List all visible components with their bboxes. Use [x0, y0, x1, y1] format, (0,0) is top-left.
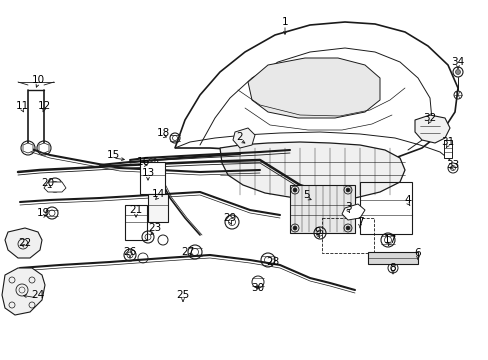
Polygon shape: [2, 268, 45, 315]
Text: 17: 17: [383, 235, 396, 245]
Text: 4: 4: [404, 195, 410, 205]
Circle shape: [292, 226, 296, 230]
Text: 30: 30: [251, 283, 264, 293]
Text: 9: 9: [314, 227, 321, 237]
Text: 8: 8: [389, 263, 395, 273]
Text: 18: 18: [156, 128, 169, 138]
Polygon shape: [341, 204, 364, 220]
Polygon shape: [5, 228, 42, 258]
Text: 33: 33: [446, 160, 459, 170]
Bar: [443, 140, 451, 158]
Text: 29: 29: [223, 213, 236, 223]
Text: 14: 14: [151, 189, 164, 199]
Text: 16: 16: [136, 157, 149, 167]
Polygon shape: [232, 128, 254, 148]
Polygon shape: [44, 182, 66, 192]
Text: 34: 34: [450, 57, 464, 67]
Text: 32: 32: [423, 113, 436, 123]
Bar: [140, 162, 164, 194]
Text: 10: 10: [31, 75, 44, 85]
Polygon shape: [39, 143, 49, 153]
Bar: [321, 218, 373, 253]
Text: 31: 31: [441, 137, 454, 147]
Polygon shape: [23, 143, 33, 153]
Text: 24: 24: [31, 290, 44, 300]
Text: 19: 19: [36, 208, 49, 218]
Text: 7: 7: [356, 217, 363, 227]
Circle shape: [292, 188, 296, 192]
Text: 6: 6: [414, 248, 421, 258]
Text: 28: 28: [266, 257, 279, 267]
Text: 13: 13: [141, 168, 154, 178]
Polygon shape: [175, 22, 457, 162]
Text: 27: 27: [181, 247, 194, 257]
Bar: [125, 205, 147, 240]
Bar: [367, 252, 417, 264]
Text: 12: 12: [37, 101, 51, 111]
Text: 5: 5: [303, 190, 310, 200]
Text: 15: 15: [106, 150, 120, 160]
Bar: [359, 182, 411, 234]
Text: 20: 20: [41, 178, 55, 188]
Text: 11: 11: [15, 101, 29, 111]
Polygon shape: [414, 115, 449, 143]
Polygon shape: [220, 142, 404, 200]
Text: 26: 26: [123, 247, 136, 257]
Circle shape: [346, 226, 349, 230]
Text: 23: 23: [148, 223, 162, 233]
Circle shape: [454, 69, 460, 75]
Circle shape: [346, 188, 349, 192]
Bar: [148, 194, 168, 222]
Polygon shape: [247, 58, 379, 118]
Bar: [289, 185, 354, 233]
Text: 25: 25: [176, 290, 189, 300]
Text: 21: 21: [129, 205, 142, 215]
Text: 22: 22: [19, 238, 32, 248]
Text: 3: 3: [344, 202, 350, 212]
Text: 2: 2: [236, 132, 243, 142]
Text: 1: 1: [281, 17, 288, 27]
